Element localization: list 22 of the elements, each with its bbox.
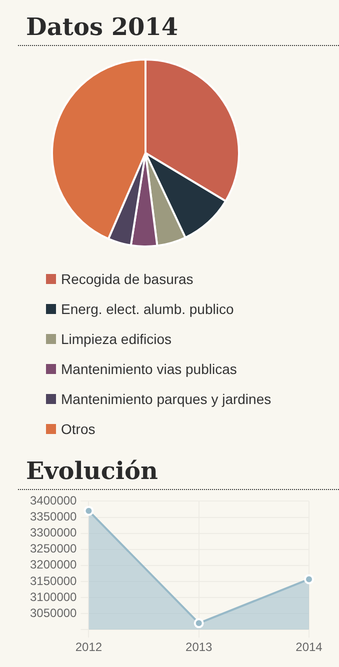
y-tick-label: 3350000 xyxy=(30,510,78,524)
legend-label: Recogida de basuras xyxy=(60,270,194,289)
point xyxy=(194,618,204,628)
legend-label: Otros xyxy=(60,420,96,439)
y-tick-label: 3300000 xyxy=(30,526,78,540)
y-tick-label: 3400000 xyxy=(30,494,78,508)
y-tick-label: 3200000 xyxy=(30,558,78,572)
y-tick-label: 3050000 xyxy=(30,606,78,620)
chart-title: Datos 2014 xyxy=(26,11,180,43)
x-tick-label: 2013 xyxy=(186,640,213,654)
y-tick-label: 3100000 xyxy=(30,590,78,604)
legend-label: Limpieza edificios xyxy=(60,330,172,349)
x-tick-label: 2012 xyxy=(75,640,102,654)
y-tick-label: 3250000 xyxy=(30,542,78,556)
point xyxy=(84,506,94,516)
chart-title: Evolución xyxy=(26,455,159,487)
y-tick-label: 3150000 xyxy=(30,574,78,588)
legend-label: Mantenimiento vias publicas xyxy=(60,360,238,379)
x-tick-label: 2014 xyxy=(296,640,323,654)
point xyxy=(304,574,314,584)
legend-label: Energ. elect. alumb. publico xyxy=(60,300,235,319)
legend-label: Mantenimiento parques y jardines xyxy=(60,390,272,409)
